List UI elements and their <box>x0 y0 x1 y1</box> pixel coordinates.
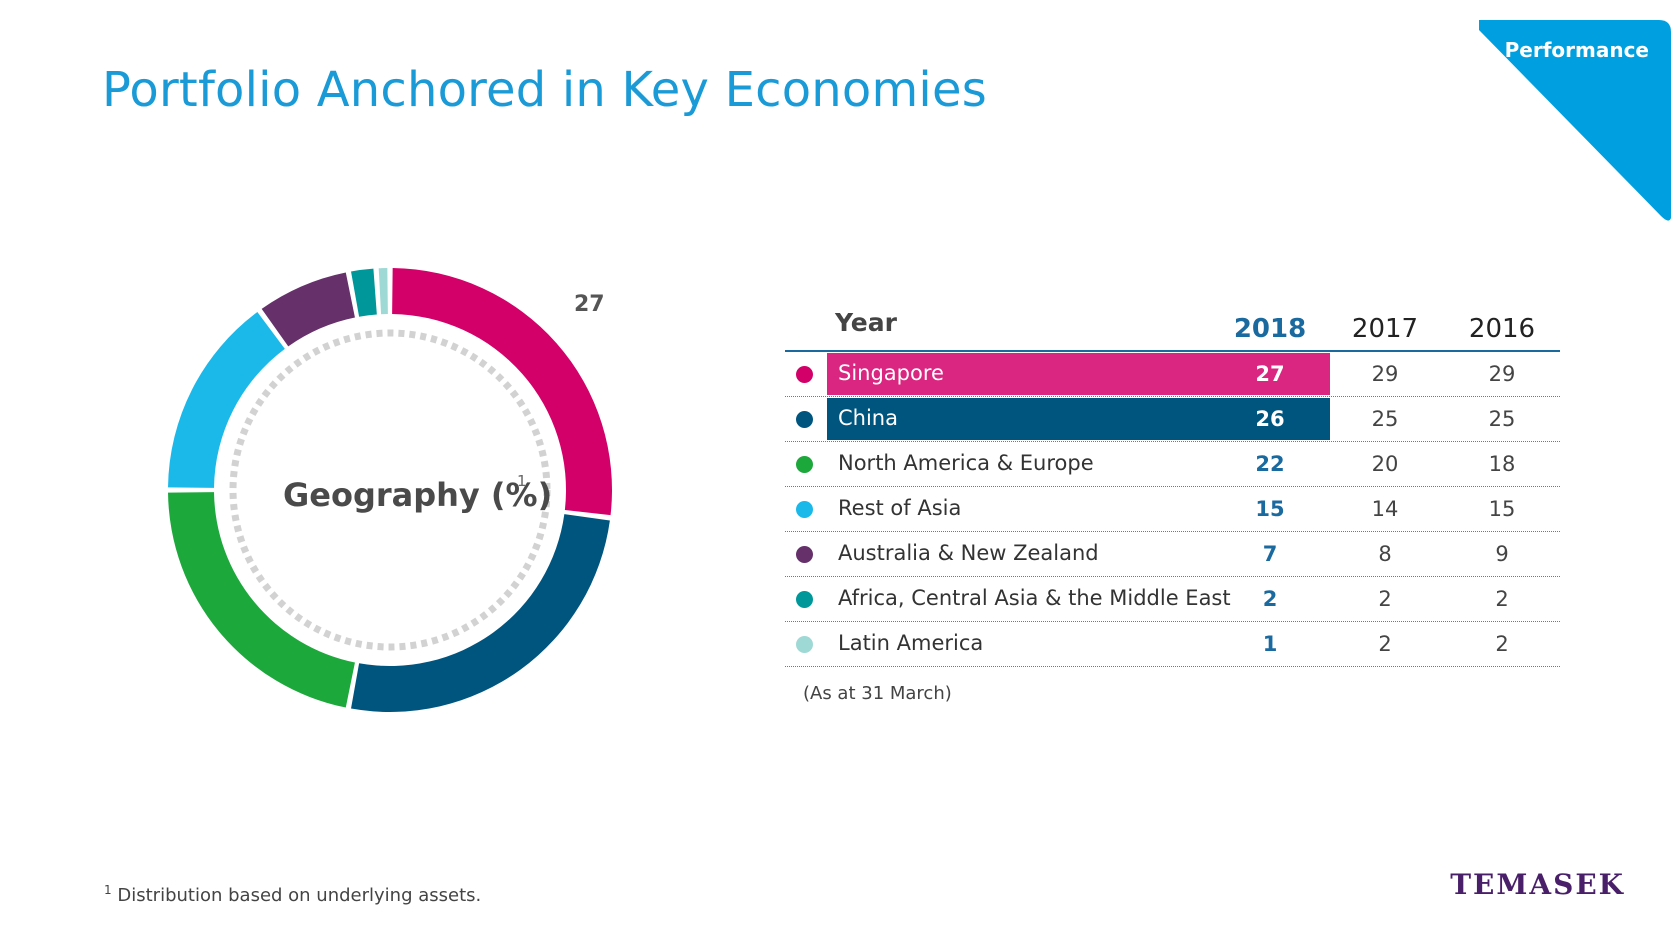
table-body: Singapore 27 29 29 China 26 25 25 North America … <box>785 352 1560 667</box>
legend-dot <box>796 456 813 473</box>
value-2018: 26 <box>1255 407 1285 431</box>
donut-slice-china <box>351 514 610 712</box>
geography-table: Year 2018 2017 2016 Singapore 27 29 29 China… <box>785 300 1560 667</box>
value-2018: 7 <box>1262 542 1278 566</box>
region-name: China <box>838 406 898 430</box>
legend-dot <box>796 366 813 383</box>
donut-center-footnote-marker: 1 <box>517 472 527 490</box>
year-2018-header: 2018 <box>1233 314 1307 344</box>
temasek-logo: TEMASEK <box>1450 868 1625 901</box>
donut-inner-dashed-ring <box>229 329 551 651</box>
value-2017: 14 <box>1371 497 1399 521</box>
value-2017: 2 <box>1378 632 1392 656</box>
page-title: Portfolio Anchored in Key Economies <box>102 62 987 118</box>
footnote: 1 Distribution based on underlying asset… <box>104 883 481 906</box>
region-name: North America & Europe <box>838 451 1094 475</box>
section-tab-label[interactable]: Performance <box>1504 38 1649 62</box>
value-2016: 15 <box>1488 497 1516 521</box>
table-row: Rest of Asia 15 14 15 <box>785 487 1560 532</box>
table-row: Singapore 27 29 29 <box>785 352 1560 397</box>
donut-callout-label: 27 <box>574 292 605 317</box>
year-header: Year <box>835 308 897 337</box>
legend-dot <box>796 501 813 518</box>
table-row: Australia & New Zealand 7 8 9 <box>785 532 1560 577</box>
section-tab-shape <box>1479 20 1671 221</box>
value-2016: 29 <box>1488 362 1516 386</box>
value-2018: 1 <box>1262 632 1278 656</box>
legend-dot <box>796 591 813 608</box>
table-row: China 26 25 25 <box>785 397 1560 442</box>
donut-center-title: Geography (%) <box>283 476 553 514</box>
geography-donut-chart <box>150 250 630 730</box>
legend-dot <box>796 636 813 653</box>
donut-slice-australia-new-zealand <box>261 272 355 347</box>
donut-slice-singapore <box>392 268 612 516</box>
value-2018: 2 <box>1262 587 1278 611</box>
region-name: Rest of Asia <box>838 496 962 520</box>
table-row: North America & Europe 22 20 18 <box>785 442 1560 487</box>
donut-slice-rest-of-asia <box>168 311 285 488</box>
donut-slice-latin-america <box>378 268 388 315</box>
value-2016: 2 <box>1495 632 1509 656</box>
donut-slice-north-america-europe <box>168 492 355 708</box>
region-name: Africa, Central Asia & the Middle East <box>838 586 1231 610</box>
as-at-note: (As at 31 March) <box>803 683 952 704</box>
section-tab-corner[interactable] <box>1469 0 1679 230</box>
footnote-text: Distribution based on underlying assets. <box>117 885 482 906</box>
year-2016-header: 2016 <box>1468 314 1536 344</box>
value-2016: 9 <box>1495 542 1509 566</box>
value-2016: 2 <box>1495 587 1509 611</box>
value-2018: 27 <box>1255 362 1285 386</box>
region-name: Singapore <box>838 361 944 385</box>
table-row: Latin America 1 2 2 <box>785 622 1560 667</box>
row-highlight-bar <box>827 353 1330 395</box>
row-highlight-bar <box>827 398 1330 440</box>
table-row: Africa, Central Asia & the Middle East 2 2… <box>785 577 1560 622</box>
value-2017: 20 <box>1371 452 1399 476</box>
value-2018: 22 <box>1255 452 1285 476</box>
value-2016: 18 <box>1488 452 1516 476</box>
value-2018: 15 <box>1255 497 1285 521</box>
region-name: Latin America <box>838 631 984 655</box>
donut-svg <box>168 268 612 712</box>
value-2017: 8 <box>1378 542 1392 566</box>
value-2017: 29 <box>1371 362 1399 386</box>
year-2017-header: 2017 <box>1351 314 1419 344</box>
legend-dot <box>796 411 813 428</box>
donut-slice-africa-central-asia-the-middle-east <box>351 268 377 317</box>
table-header: Year 2018 2017 2016 <box>785 300 1560 352</box>
region-name: Australia & New Zealand <box>838 541 1099 565</box>
value-2017: 25 <box>1371 407 1399 431</box>
value-2017: 2 <box>1378 587 1392 611</box>
legend-dot <box>796 546 813 563</box>
value-2016: 25 <box>1488 407 1516 431</box>
footnote-marker: 1 <box>104 883 112 897</box>
